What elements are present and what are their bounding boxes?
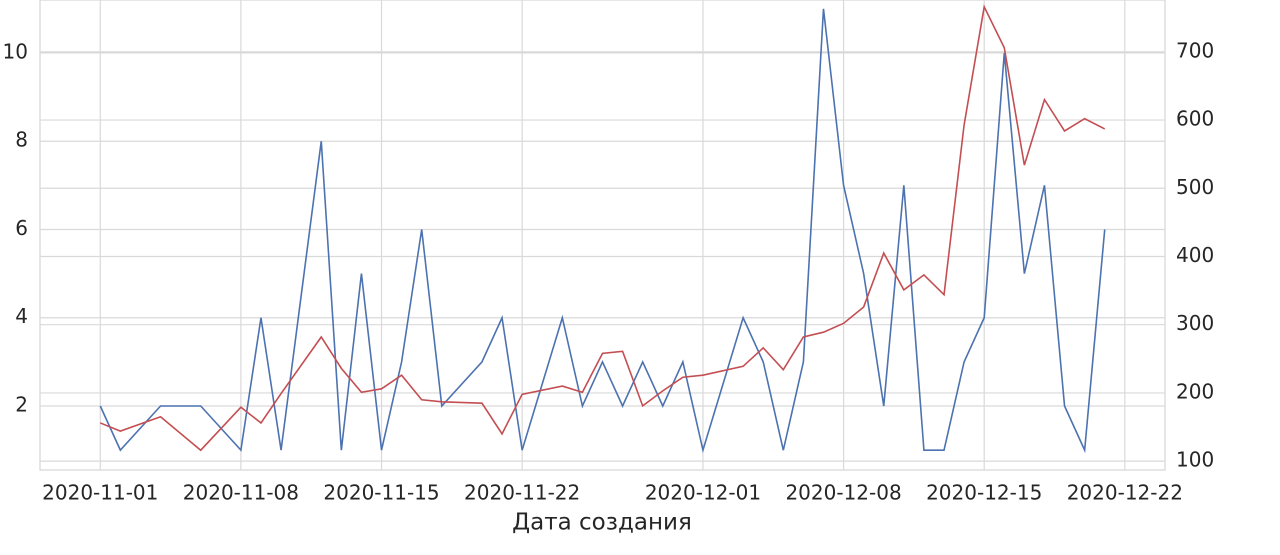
y2-tick-label: 200 — [1176, 379, 1214, 403]
x-tick-label: 2020-11-15 — [323, 481, 439, 505]
y-tick-label: 8 — [15, 128, 28, 152]
y2-tick-label: 700 — [1176, 38, 1214, 62]
plot-frame — [39, 0, 1166, 471]
x-axis-label: Дата создания — [512, 510, 692, 536]
y2-tick-label: 300 — [1176, 311, 1214, 335]
x-tick-label: 2020-12-15 — [926, 481, 1042, 505]
x-tick-label: 2020-12-01 — [645, 481, 761, 505]
x-tick-label: 2020-11-22 — [464, 481, 580, 505]
y2-tick-label: 100 — [1176, 448, 1214, 472]
y-tick-label: 6 — [15, 216, 28, 240]
x-tick-label: 2020-12-22 — [1067, 481, 1183, 505]
x-tick-label: 2020-12-08 — [785, 481, 901, 505]
y-tick-label: 2 — [15, 393, 28, 417]
series-line — [99, 4, 1106, 452]
y-tick-label: 4 — [15, 304, 28, 328]
y2-tick-label: 600 — [1176, 107, 1214, 131]
y2-tick-label: 500 — [1176, 175, 1214, 199]
y-tick-label: 10 — [3, 39, 28, 63]
series-line — [99, 8, 1106, 454]
x-tick-label: 2020-11-08 — [183, 481, 299, 505]
x-tick-label: 2020-11-01 — [42, 481, 158, 505]
y2-tick-label: 400 — [1176, 243, 1214, 267]
